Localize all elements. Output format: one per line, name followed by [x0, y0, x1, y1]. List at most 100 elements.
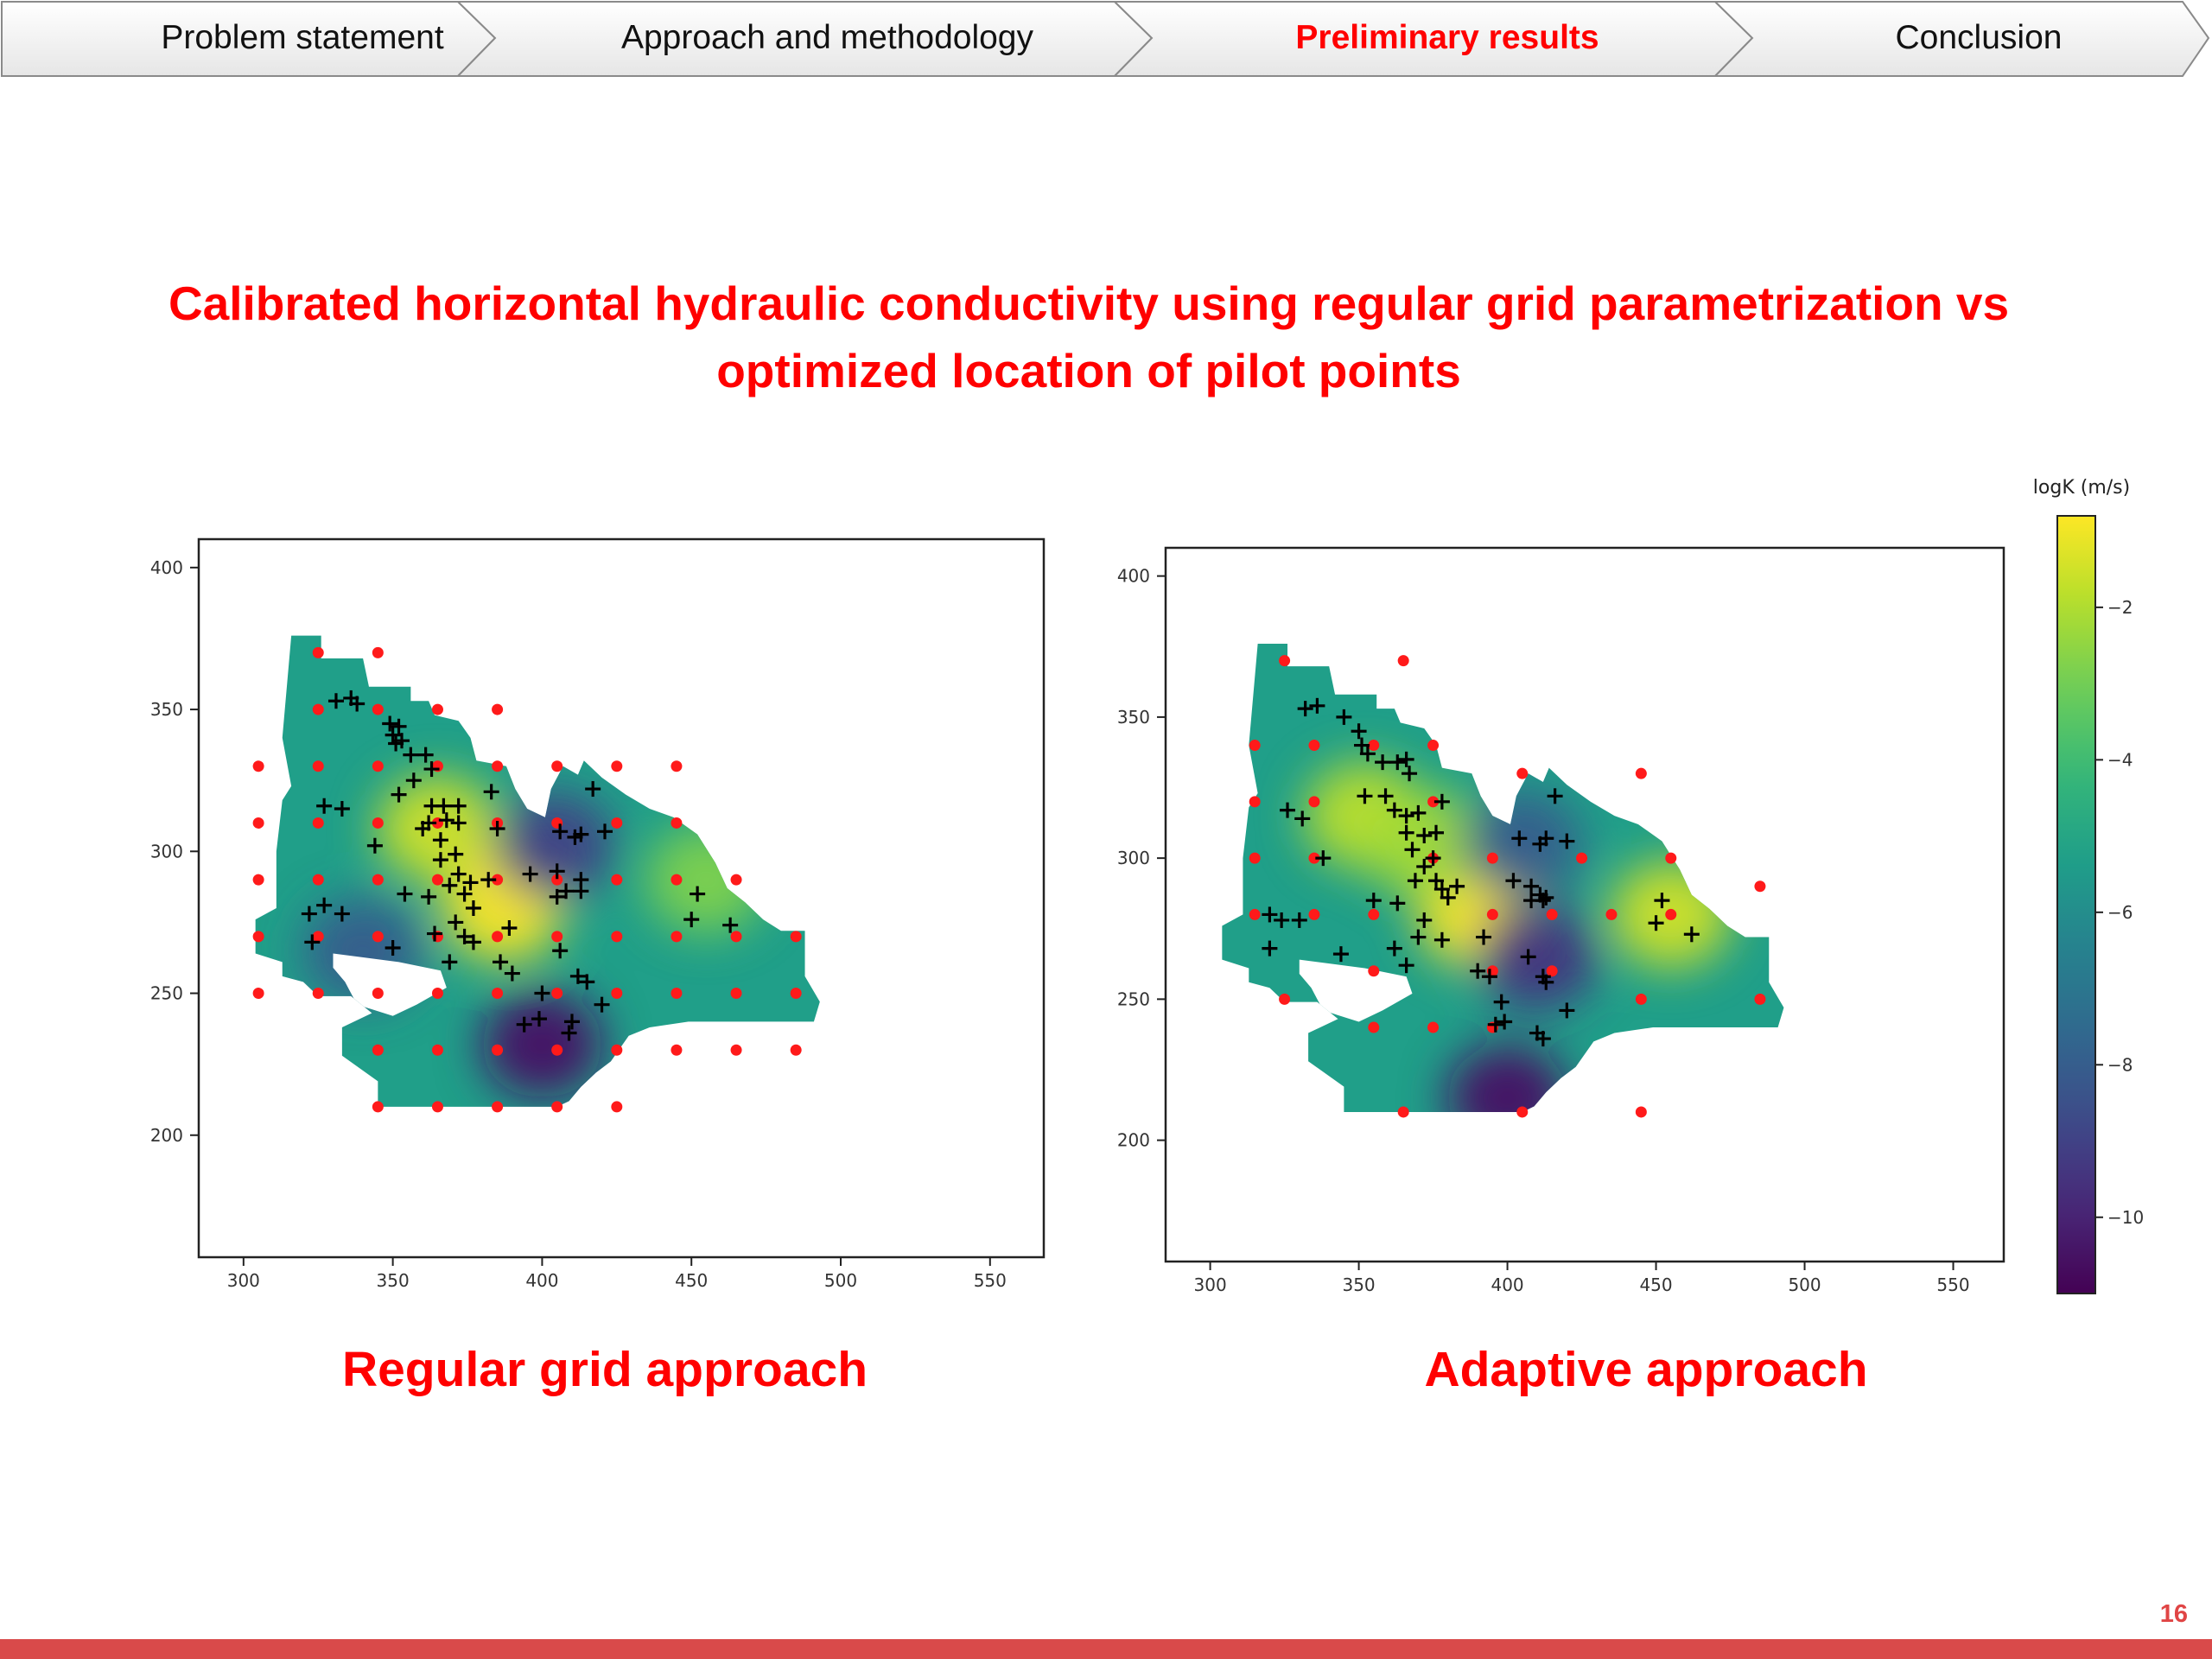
pilot-point: [730, 931, 742, 943]
observation-well-marker: [304, 934, 321, 950]
observation-well-marker: [432, 832, 448, 849]
y-tick-label: 300: [150, 841, 183, 861]
pilot-point: [1249, 740, 1261, 752]
y-tick-label: 350: [1117, 707, 1150, 728]
observation-well-marker: [1398, 824, 1414, 841]
pilot-point: [611, 931, 623, 943]
observation-well-marker: [522, 866, 538, 882]
pilot-point: [1249, 796, 1261, 808]
observation-well-marker: [585, 781, 601, 798]
observation-well-marker: [327, 693, 344, 709]
observation-well-marker: [549, 888, 565, 905]
observation-well-marker: [432, 852, 448, 868]
nav-item-problem-statement[interactable]: Problem statement: [161, 19, 444, 56]
observation-well-marker: [1336, 709, 1352, 725]
observation-well-marker: [1398, 957, 1414, 974]
pilot-point: [671, 1044, 683, 1056]
observation-well-marker: [391, 786, 407, 803]
pilot-point: [492, 1044, 504, 1056]
observation-well-marker: [1386, 802, 1402, 818]
observation-well-marker: [450, 866, 467, 882]
pilot-point: [1754, 993, 1766, 1005]
pilot-point: [312, 703, 324, 715]
observation-well-marker: [1538, 889, 1554, 906]
nav-item-conclusion[interactable]: Conclusion: [1895, 19, 2063, 56]
observation-well-marker: [1398, 808, 1414, 824]
pilot-point: [1308, 852, 1320, 864]
pilot-point: [1249, 852, 1261, 864]
observation-well-marker: [483, 784, 499, 800]
observation-well-marker: [558, 883, 575, 899]
pilot-point: [1486, 908, 1498, 920]
observation-well-marker: [1428, 824, 1445, 841]
pilot-point: [551, 1101, 563, 1113]
observation-well-marker: [1398, 751, 1414, 767]
observation-well-marker: [504, 965, 520, 982]
pilot-point: [252, 817, 264, 829]
pilot-point: [551, 760, 563, 772]
observation-well-marker: [1433, 931, 1450, 948]
observation-well-marker: [1476, 929, 1492, 945]
observation-well-marker: [516, 1016, 532, 1033]
pilot-point: [431, 1044, 443, 1056]
pilot-point: [1427, 796, 1440, 808]
y-tick-label: 400: [150, 557, 183, 578]
pilot-point: [611, 988, 623, 1000]
observation-well-marker: [1416, 858, 1433, 874]
observation-well-marker: [366, 837, 383, 854]
observation-well-marker: [393, 733, 410, 749]
observation-well-marker: [385, 727, 401, 743]
pilot-point: [492, 931, 504, 943]
regular-grid-conductivity-map: 300 350 400 450 500 550 200 250 300 350 400: [150, 537, 1046, 1291]
pilot-point: [1308, 908, 1320, 920]
pilot-point: [1397, 1106, 1409, 1118]
pilot-point: [431, 703, 443, 715]
colorbar-tick-label: −6: [2107, 902, 2133, 923]
observation-well-marker: [1416, 828, 1433, 844]
pilot-point: [1368, 908, 1380, 920]
pilot-point: [492, 703, 504, 715]
observation-well-marker: [448, 914, 464, 931]
observation-well-marker: [1262, 906, 1278, 923]
observation-well-marker: [1433, 881, 1450, 898]
pilot-point: [252, 760, 264, 772]
observation-well-marker: [1493, 994, 1510, 1010]
colorbar: [2056, 515, 2096, 1294]
observation-well-marker: [1449, 878, 1465, 894]
observation-well-marker: [1487, 1016, 1503, 1033]
observation-well-marker: [442, 877, 458, 893]
y-tick-label: 250: [1117, 988, 1150, 1009]
observation-well-marker: [1433, 793, 1450, 810]
pilot-point: [1605, 908, 1618, 920]
observation-well-marker: [1280, 802, 1296, 818]
y-tick-label: 200: [1117, 1130, 1150, 1151]
y-tick-label: 400: [1117, 566, 1150, 587]
observation-well-marker: [1402, 766, 1418, 782]
pilot-point: [611, 817, 623, 829]
observation-well-marker: [1497, 1014, 1513, 1030]
pilot-point: [671, 988, 683, 1000]
pilot-point: [551, 1044, 563, 1056]
conductivity-hotspot: [1446, 1044, 1568, 1112]
pilot-point: [1635, 1106, 1647, 1118]
pilot-point: [431, 1101, 443, 1113]
observation-well-marker: [417, 747, 434, 763]
nav-item-preliminary-results[interactable]: Preliminary results: [1295, 19, 1599, 56]
y-tick-label: 250: [150, 983, 183, 1004]
page-number: 16: [2159, 1600, 2188, 1628]
observation-well-marker: [480, 872, 497, 888]
observation-well-marker: [1291, 912, 1307, 928]
footer-bar: [0, 1639, 2212, 1659]
observation-well-marker: [1262, 940, 1278, 957]
observation-well-marker: [334, 801, 350, 817]
observation-well-marker: [690, 886, 706, 902]
observation-well-marker: [435, 798, 452, 814]
section-navigation: Problem statement Approach and methodolo…: [0, 0, 2212, 79]
pilot-point: [1635, 767, 1647, 779]
x-tick-label: 500: [824, 1270, 857, 1291]
observation-well-marker: [465, 934, 481, 950]
nav-item-approach-methodology[interactable]: Approach and methodology: [620, 19, 1033, 56]
pilot-point: [790, 988, 802, 1000]
y-tick-label: 200: [150, 1125, 183, 1146]
conductivity-field: [1222, 644, 1784, 1112]
